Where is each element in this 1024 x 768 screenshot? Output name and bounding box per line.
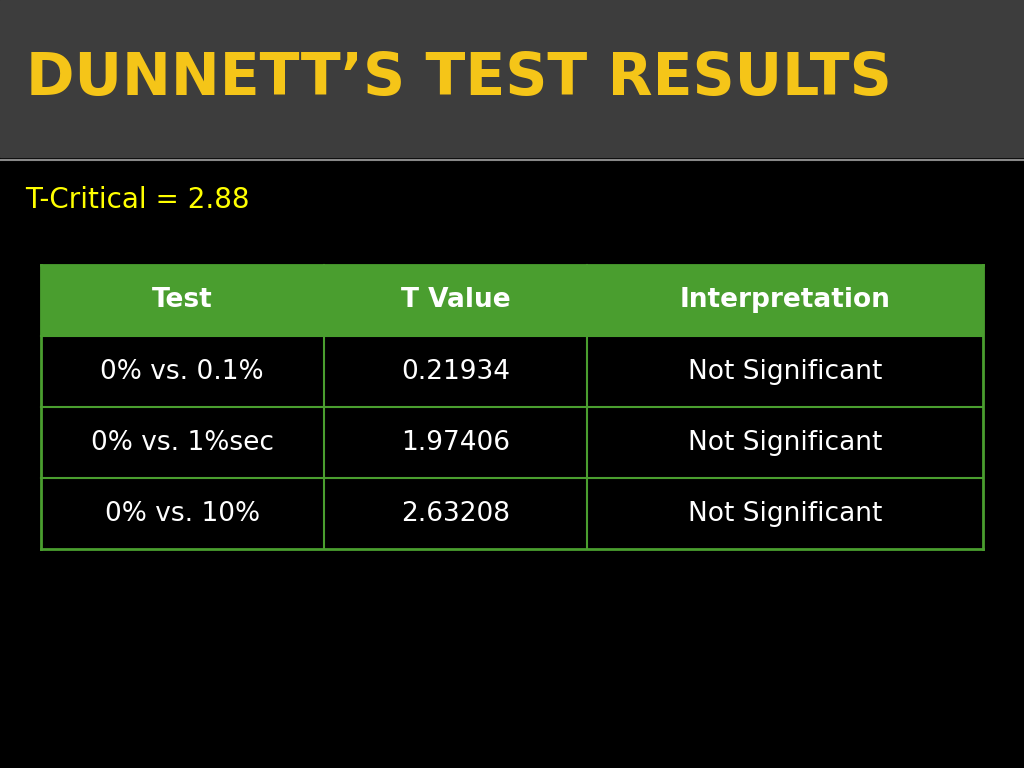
Text: T Value: T Value bbox=[400, 287, 510, 313]
Bar bbox=[0, 0, 1024, 157]
Text: Not Significant: Not Significant bbox=[688, 359, 883, 385]
Text: Not Significant: Not Significant bbox=[688, 429, 883, 455]
Bar bbox=[41, 407, 983, 478]
Text: 0% vs. 0.1%: 0% vs. 0.1% bbox=[100, 359, 264, 385]
Text: 0% vs. 10%: 0% vs. 10% bbox=[104, 501, 260, 527]
Text: 1.97406: 1.97406 bbox=[401, 429, 510, 455]
Bar bbox=[41, 336, 983, 407]
Text: DUNNETT’S TEST RESULTS: DUNNETT’S TEST RESULTS bbox=[26, 50, 891, 108]
Text: 0% vs. 1%sec: 0% vs. 1%sec bbox=[91, 429, 273, 455]
Text: Not Significant: Not Significant bbox=[688, 501, 883, 527]
Bar bbox=[41, 478, 983, 549]
Text: Interpretation: Interpretation bbox=[680, 287, 891, 313]
Text: Test: Test bbox=[152, 287, 213, 313]
Bar bbox=[41, 265, 983, 336]
Text: T-Critical = 2.88: T-Critical = 2.88 bbox=[26, 186, 250, 214]
Text: 0.21934: 0.21934 bbox=[401, 359, 510, 385]
Text: 2.63208: 2.63208 bbox=[401, 501, 510, 527]
